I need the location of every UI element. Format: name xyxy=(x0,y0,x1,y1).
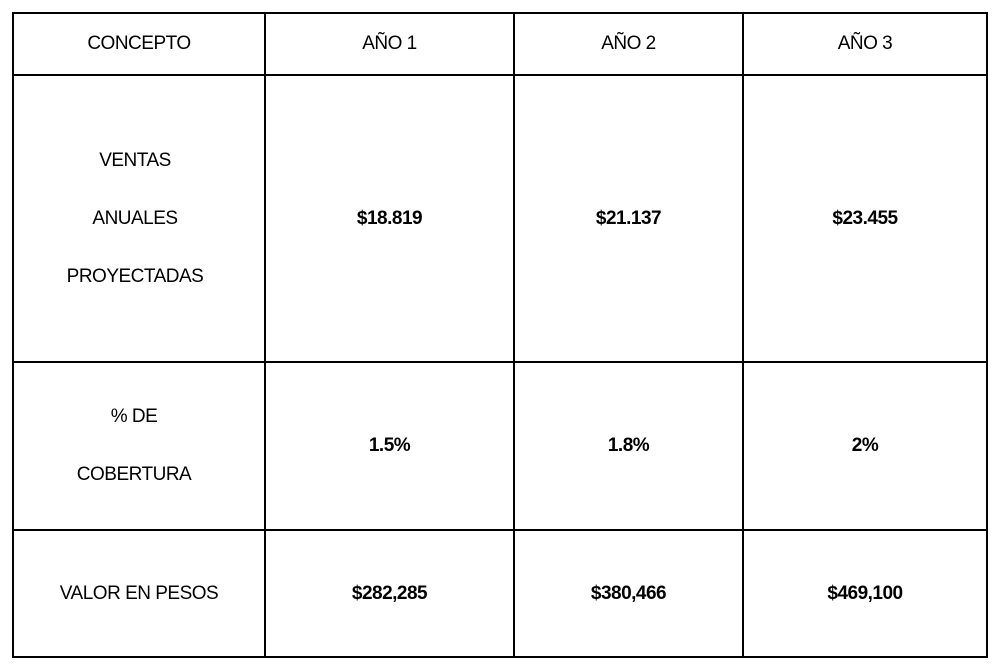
table-row: VENTAS ANUALES PROYECTADAS $18.819 $21.1… xyxy=(12,74,988,363)
value-cell-ventas-ano-2: $21.137 xyxy=(513,74,744,363)
concept-line: PROYECTADAS xyxy=(66,265,204,287)
header-ano-3: AÑO 3 xyxy=(742,12,988,76)
concept-line: % DE xyxy=(110,406,158,427)
concept-cell-valor: VALOR EN PESOS xyxy=(12,529,266,658)
table-row: % DE COBERTURA 1.5% 1.8% 2% xyxy=(12,361,988,531)
value-cell-ventas-ano-1: $18.819 xyxy=(264,74,515,363)
value-cell-cobertura-ano-2: 1.8% xyxy=(513,361,744,531)
concept-line: COBERTURA xyxy=(76,464,192,485)
value-cell-valor-ano-2: $380,466 xyxy=(513,529,744,658)
header-ano-2: AÑO 2 xyxy=(513,12,744,76)
value-cell-ventas-ano-3: $23.455 xyxy=(742,74,988,363)
concept-cell-ventas: VENTAS ANUALES PROYECTADAS xyxy=(12,74,266,363)
value-cell-valor-ano-1: $282,285 xyxy=(264,529,515,658)
header-ano-1: AÑO 1 xyxy=(264,12,515,76)
value-cell-valor-ano-3: $469,100 xyxy=(742,529,988,658)
concept-line: ANUALES xyxy=(92,207,178,229)
header-row: CONCEPTO AÑO 1 AÑO 2 AÑO 3 xyxy=(12,12,988,76)
value-cell-cobertura-ano-3: 2% xyxy=(742,361,988,531)
concept-line: VENTAS xyxy=(99,149,171,171)
concept-cell-cobertura: % DE COBERTURA xyxy=(12,361,266,531)
projection-table: CONCEPTO AÑO 1 AÑO 2 AÑO 3 VENTAS ANUALE… xyxy=(12,12,988,658)
table-row: VALOR EN PESOS $282,285 $380,466 $469,10… xyxy=(12,529,988,658)
header-concepto: CONCEPTO xyxy=(12,12,266,76)
value-cell-cobertura-ano-1: 1.5% xyxy=(264,361,515,531)
